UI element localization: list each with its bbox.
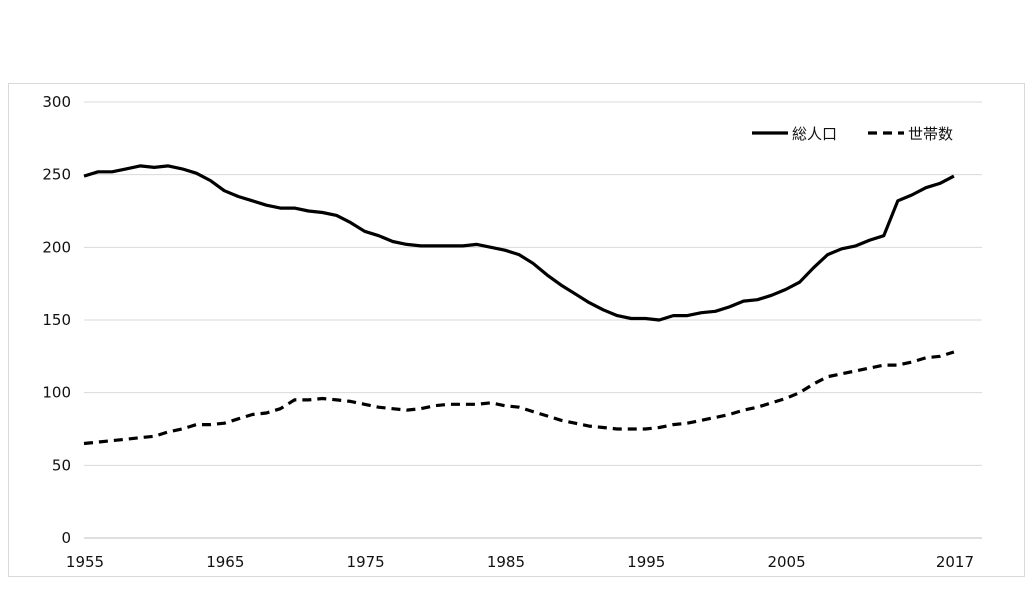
y-tick-label: 250 [42,166,71,184]
legend-label-total-population: 総人口 [792,125,837,143]
y-tick-label: 200 [42,238,71,256]
chart-frame [8,83,1025,577]
gridlines [84,101,982,539]
x-tick-label: 1965 [206,553,244,571]
x-tick-label: 2017 [936,553,974,571]
x-tick-label: 1975 [347,553,385,571]
x-axis-ticks: 1955 1965 1975 1985 1995 2005 2017 [66,553,974,571]
x-tick-label: 2005 [767,553,805,571]
x-tick-label: 1955 [66,553,104,571]
series-line-total-population [83,164,955,322]
x-tick-label: 1995 [627,553,665,571]
series-line-households [83,350,955,446]
y-axis-ticks: 0 50 100 150 200 250 300 [42,93,71,547]
legend: 総人口 世帯数 [752,125,953,143]
y-tick-label: 100 [42,384,71,402]
y-tick-label: 150 [42,311,71,329]
y-tick-label: 0 [61,529,71,547]
series-lines [83,164,955,446]
legend-label-households: 世帯数 [908,125,953,143]
y-tick-label: 50 [52,456,71,474]
x-tick-label: 1985 [487,553,525,571]
y-tick-label: 300 [42,93,71,111]
